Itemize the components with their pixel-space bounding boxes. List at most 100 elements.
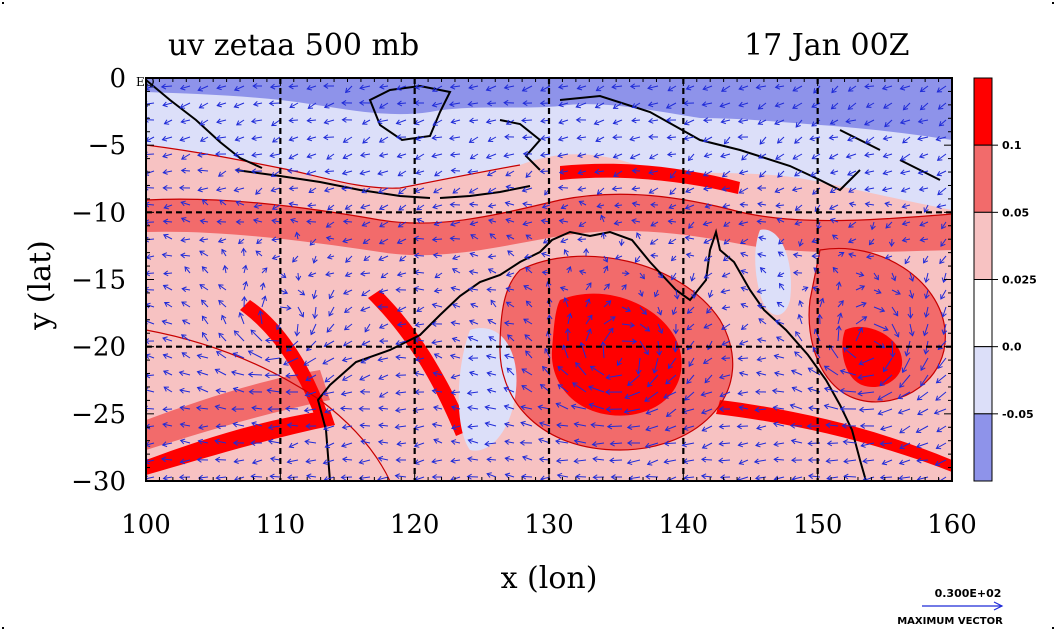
wind-vector-head	[757, 119, 764, 125]
wind-vector	[703, 187, 713, 190]
wind-vector	[756, 425, 767, 430]
wind-vector-head	[857, 326, 864, 333]
wind-vector-head	[503, 404, 510, 410]
wind-vector	[415, 357, 425, 361]
wind-vector-head	[378, 405, 384, 412]
wind-vector	[279, 306, 291, 309]
wind-vector	[873, 272, 879, 280]
wind-vector	[314, 306, 317, 319]
wind-vector-head	[540, 251, 547, 258]
wind-vector-head	[288, 117, 294, 124]
wind-vector-head	[378, 188, 384, 194]
wind-vector-head	[197, 474, 204, 481]
wind-vector	[361, 340, 371, 346]
wind-vector-head	[198, 424, 204, 430]
wind-vector-head	[741, 155, 747, 161]
wind-vector	[524, 334, 533, 342]
wind-vector-head	[629, 154, 636, 160]
wind-vector	[162, 320, 173, 325]
wind-vector	[832, 234, 839, 240]
wind-vector-head	[577, 186, 583, 192]
wind-vector	[701, 475, 713, 478]
wind-vector	[632, 202, 641, 206]
wind-vector-head	[758, 318, 764, 324]
wind-vector-head	[671, 274, 677, 281]
wind-vector-head	[881, 186, 888, 193]
wind-vector	[379, 221, 389, 228]
wind-vector	[468, 85, 479, 89]
wind-vector-head	[360, 203, 366, 210]
wind-vector	[525, 234, 533, 240]
wind-vector	[686, 323, 695, 331]
wind-vector	[163, 408, 173, 411]
wind-vector	[252, 459, 263, 464]
wind-vector	[197, 387, 209, 393]
wind-vector-head	[703, 256, 710, 262]
coast-new-guinea	[559, 94, 861, 192]
wind-vector	[572, 382, 587, 393]
wind-vector	[360, 306, 371, 312]
wind-vector	[702, 102, 713, 106]
wind-vector-head	[837, 312, 843, 318]
wind-vector-head	[181, 286, 187, 293]
wind-vector	[704, 374, 713, 383]
wind-vector-head	[484, 440, 490, 447]
wind-vector	[221, 315, 227, 325]
wind-vector-head	[641, 309, 647, 315]
wind-vector-head	[557, 365, 563, 372]
wind-vector-head	[940, 241, 946, 247]
wind-vector	[639, 340, 649, 355]
wind-vector-head	[611, 83, 617, 90]
wind-vector-head	[242, 264, 248, 271]
wind-vector	[234, 153, 245, 156]
wind-vector-head	[670, 255, 677, 262]
wind-vector	[924, 204, 929, 213]
wind-vector	[773, 406, 785, 410]
wind-vector-head	[525, 350, 531, 356]
wind-vector-head	[631, 117, 637, 124]
wind-vector-head	[519, 439, 525, 446]
wind-vector-head	[816, 313, 823, 320]
wind-vector	[899, 374, 911, 388]
wind-vector	[560, 287, 569, 291]
wind-vector	[198, 440, 209, 444]
wind-vector	[452, 187, 461, 194]
wind-vector	[234, 330, 245, 342]
wind-vector-head	[358, 459, 365, 465]
wind-vector-head	[893, 311, 899, 317]
wind-vector	[250, 329, 263, 342]
wind-vector	[303, 357, 317, 366]
wind-vector	[361, 187, 371, 194]
wind-vector-head	[828, 134, 834, 141]
wind-vector	[646, 408, 659, 414]
wind-vector-head	[573, 458, 579, 464]
wind-vector	[451, 287, 461, 291]
wind-vector	[903, 102, 911, 111]
wind-vector-head	[308, 187, 314, 193]
wind-vector-head	[431, 421, 438, 428]
wind-vector	[817, 221, 821, 230]
wind-vector-head	[450, 118, 457, 125]
wind-vector	[848, 85, 857, 92]
wind-vector-head	[555, 438, 561, 445]
wind-vector	[451, 391, 461, 394]
wind-vector	[773, 422, 785, 427]
wind-vector-head	[556, 472, 563, 479]
wind-vector-head	[487, 136, 494, 142]
wind-vector-head	[603, 265, 609, 271]
wind-vector	[523, 285, 533, 291]
wind-vector-head	[268, 100, 275, 107]
wind-vector	[649, 153, 659, 160]
wind-vector-head	[452, 254, 458, 261]
wind-vector	[522, 187, 533, 192]
wind-vector-head	[196, 456, 202, 463]
wind-vector	[902, 238, 911, 242]
wind-vector	[216, 389, 227, 393]
wind-vector-head	[555, 402, 562, 408]
wind-vector-head	[873, 274, 879, 281]
wind-vector	[883, 357, 893, 372]
wind-vector-head	[935, 444, 942, 450]
wind-vector	[900, 85, 911, 90]
wind-vector	[683, 459, 695, 463]
wind-vector-head	[215, 134, 222, 141]
